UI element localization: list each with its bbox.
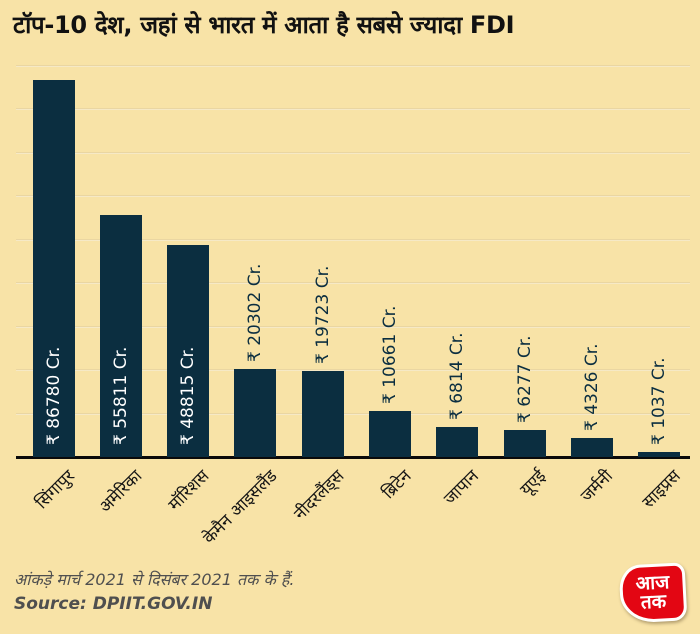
category-label: साइप्रस: [638, 466, 685, 513]
bar-value-label: ₹ 55811 Cr.: [110, 346, 131, 445]
category-label: ब्रिटेन: [378, 466, 416, 504]
gridline: [16, 65, 690, 67]
bar-value-label: ₹ 6277 Cr.: [514, 335, 535, 423]
category-label: मॉरिशस: [164, 466, 214, 516]
category-label: जर्मनी: [577, 466, 618, 507]
bar-value-label: ₹ 4326 Cr.: [581, 343, 602, 432]
chart-title: टॉप-10 देश, जहां से भारत में आता है सबसे…: [13, 11, 515, 39]
gridline: [16, 369, 690, 372]
bar-3: [167, 244, 210, 457]
gridline: [16, 108, 690, 111]
bar-10: [638, 452, 681, 457]
gridline: [16, 151, 690, 154]
source-credit: Source: DPIIT.GOV.IN: [14, 594, 213, 614]
bar-4: [234, 368, 277, 457]
bar-9: [570, 438, 613, 457]
bar-value-label: ₹ 86780 Cr.: [43, 346, 64, 445]
bar-5: [301, 371, 344, 457]
aajtak-logo-shape: आज तक: [618, 562, 688, 624]
bar-1: [32, 80, 75, 457]
category-label: यूएई: [516, 466, 551, 500]
category-label: नीदरलैंड्स: [290, 466, 349, 525]
category-label: जापान: [439, 466, 483, 510]
bar-value-label: ₹ 1037 Cr.: [649, 357, 670, 446]
aajtak-logo: आज तक: [618, 562, 688, 624]
gridline: [16, 238, 690, 241]
bar-2: [99, 214, 142, 457]
bar-value-label: ₹ 6814 Cr.: [447, 332, 468, 421]
x-axis-line: [16, 456, 690, 459]
aajtak-logo-text-bottom: तक: [640, 590, 667, 614]
footnote: आंकड़े मार्च 2021 से दिसंबर 2021 तक के ह…: [14, 570, 295, 589]
bar-8: [503, 429, 546, 457]
bar-value-label: ₹ 20302 Cr.: [245, 263, 266, 362]
gridline: [16, 282, 690, 285]
category-label: अमेरिका: [95, 466, 147, 518]
bar-value-label: ₹ 48815 Cr.: [178, 346, 199, 445]
gridline: [16, 325, 690, 328]
gridline: [16, 195, 690, 198]
bar-6: [369, 410, 411, 457]
category-label: सिंगापुर: [31, 466, 79, 514]
gridline: [16, 412, 690, 415]
bar-value-label: ₹ 10661 Cr.: [380, 305, 400, 404]
bar-value-label: ₹ 19723 Cr.: [312, 265, 333, 365]
bar-7: [436, 427, 479, 457]
